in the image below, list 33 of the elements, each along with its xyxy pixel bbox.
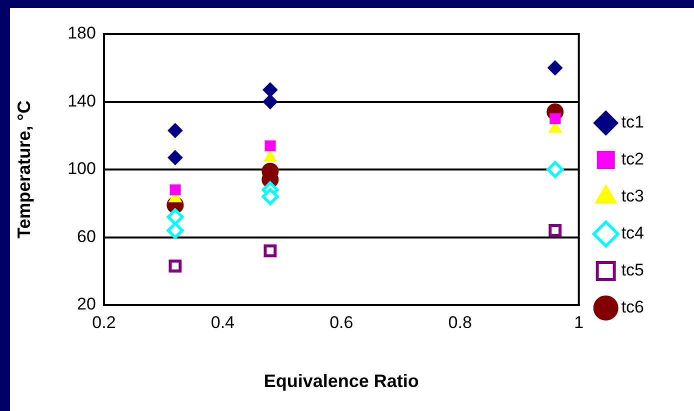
x-tick-label: 0.2 — [92, 312, 116, 332]
x-tick-label: 0.8 — [448, 312, 472, 332]
point — [548, 224, 562, 237]
point — [166, 222, 184, 239]
point — [262, 82, 278, 98]
x-axis-title: Equivalence Ratio — [264, 371, 419, 392]
legend-label: tc2 — [621, 150, 644, 169]
point — [262, 94, 278, 110]
point — [550, 113, 561, 124]
legend-label: tc6 — [621, 298, 644, 317]
legend-label: tc3 — [621, 186, 644, 206]
legend-label: tc1 — [621, 112, 644, 132]
point — [168, 123, 183, 138]
y-tick-label: 60 — [77, 226, 96, 246]
x-tick-label: 0.4 — [210, 312, 234, 332]
point — [262, 188, 279, 206]
point — [548, 60, 563, 76]
x-tick-label: 1 — [574, 312, 584, 332]
point — [168, 260, 182, 272]
x-tick-label: 0.6 — [330, 312, 354, 332]
point — [170, 184, 181, 196]
y-tick-label: 180 — [68, 24, 96, 43]
legend-label: tc5 — [621, 260, 644, 280]
y-axis-title: Temperature, °C — [14, 100, 34, 238]
point — [264, 140, 276, 152]
y-tick-label: 20 — [77, 294, 96, 314]
point — [166, 208, 184, 226]
legend-label: tc4 — [621, 224, 644, 243]
y-tick-label: 140 — [68, 91, 96, 110]
point — [168, 150, 183, 166]
point — [264, 244, 277, 258]
point — [546, 161, 564, 178]
y-tick-label: 100 — [68, 159, 96, 178]
